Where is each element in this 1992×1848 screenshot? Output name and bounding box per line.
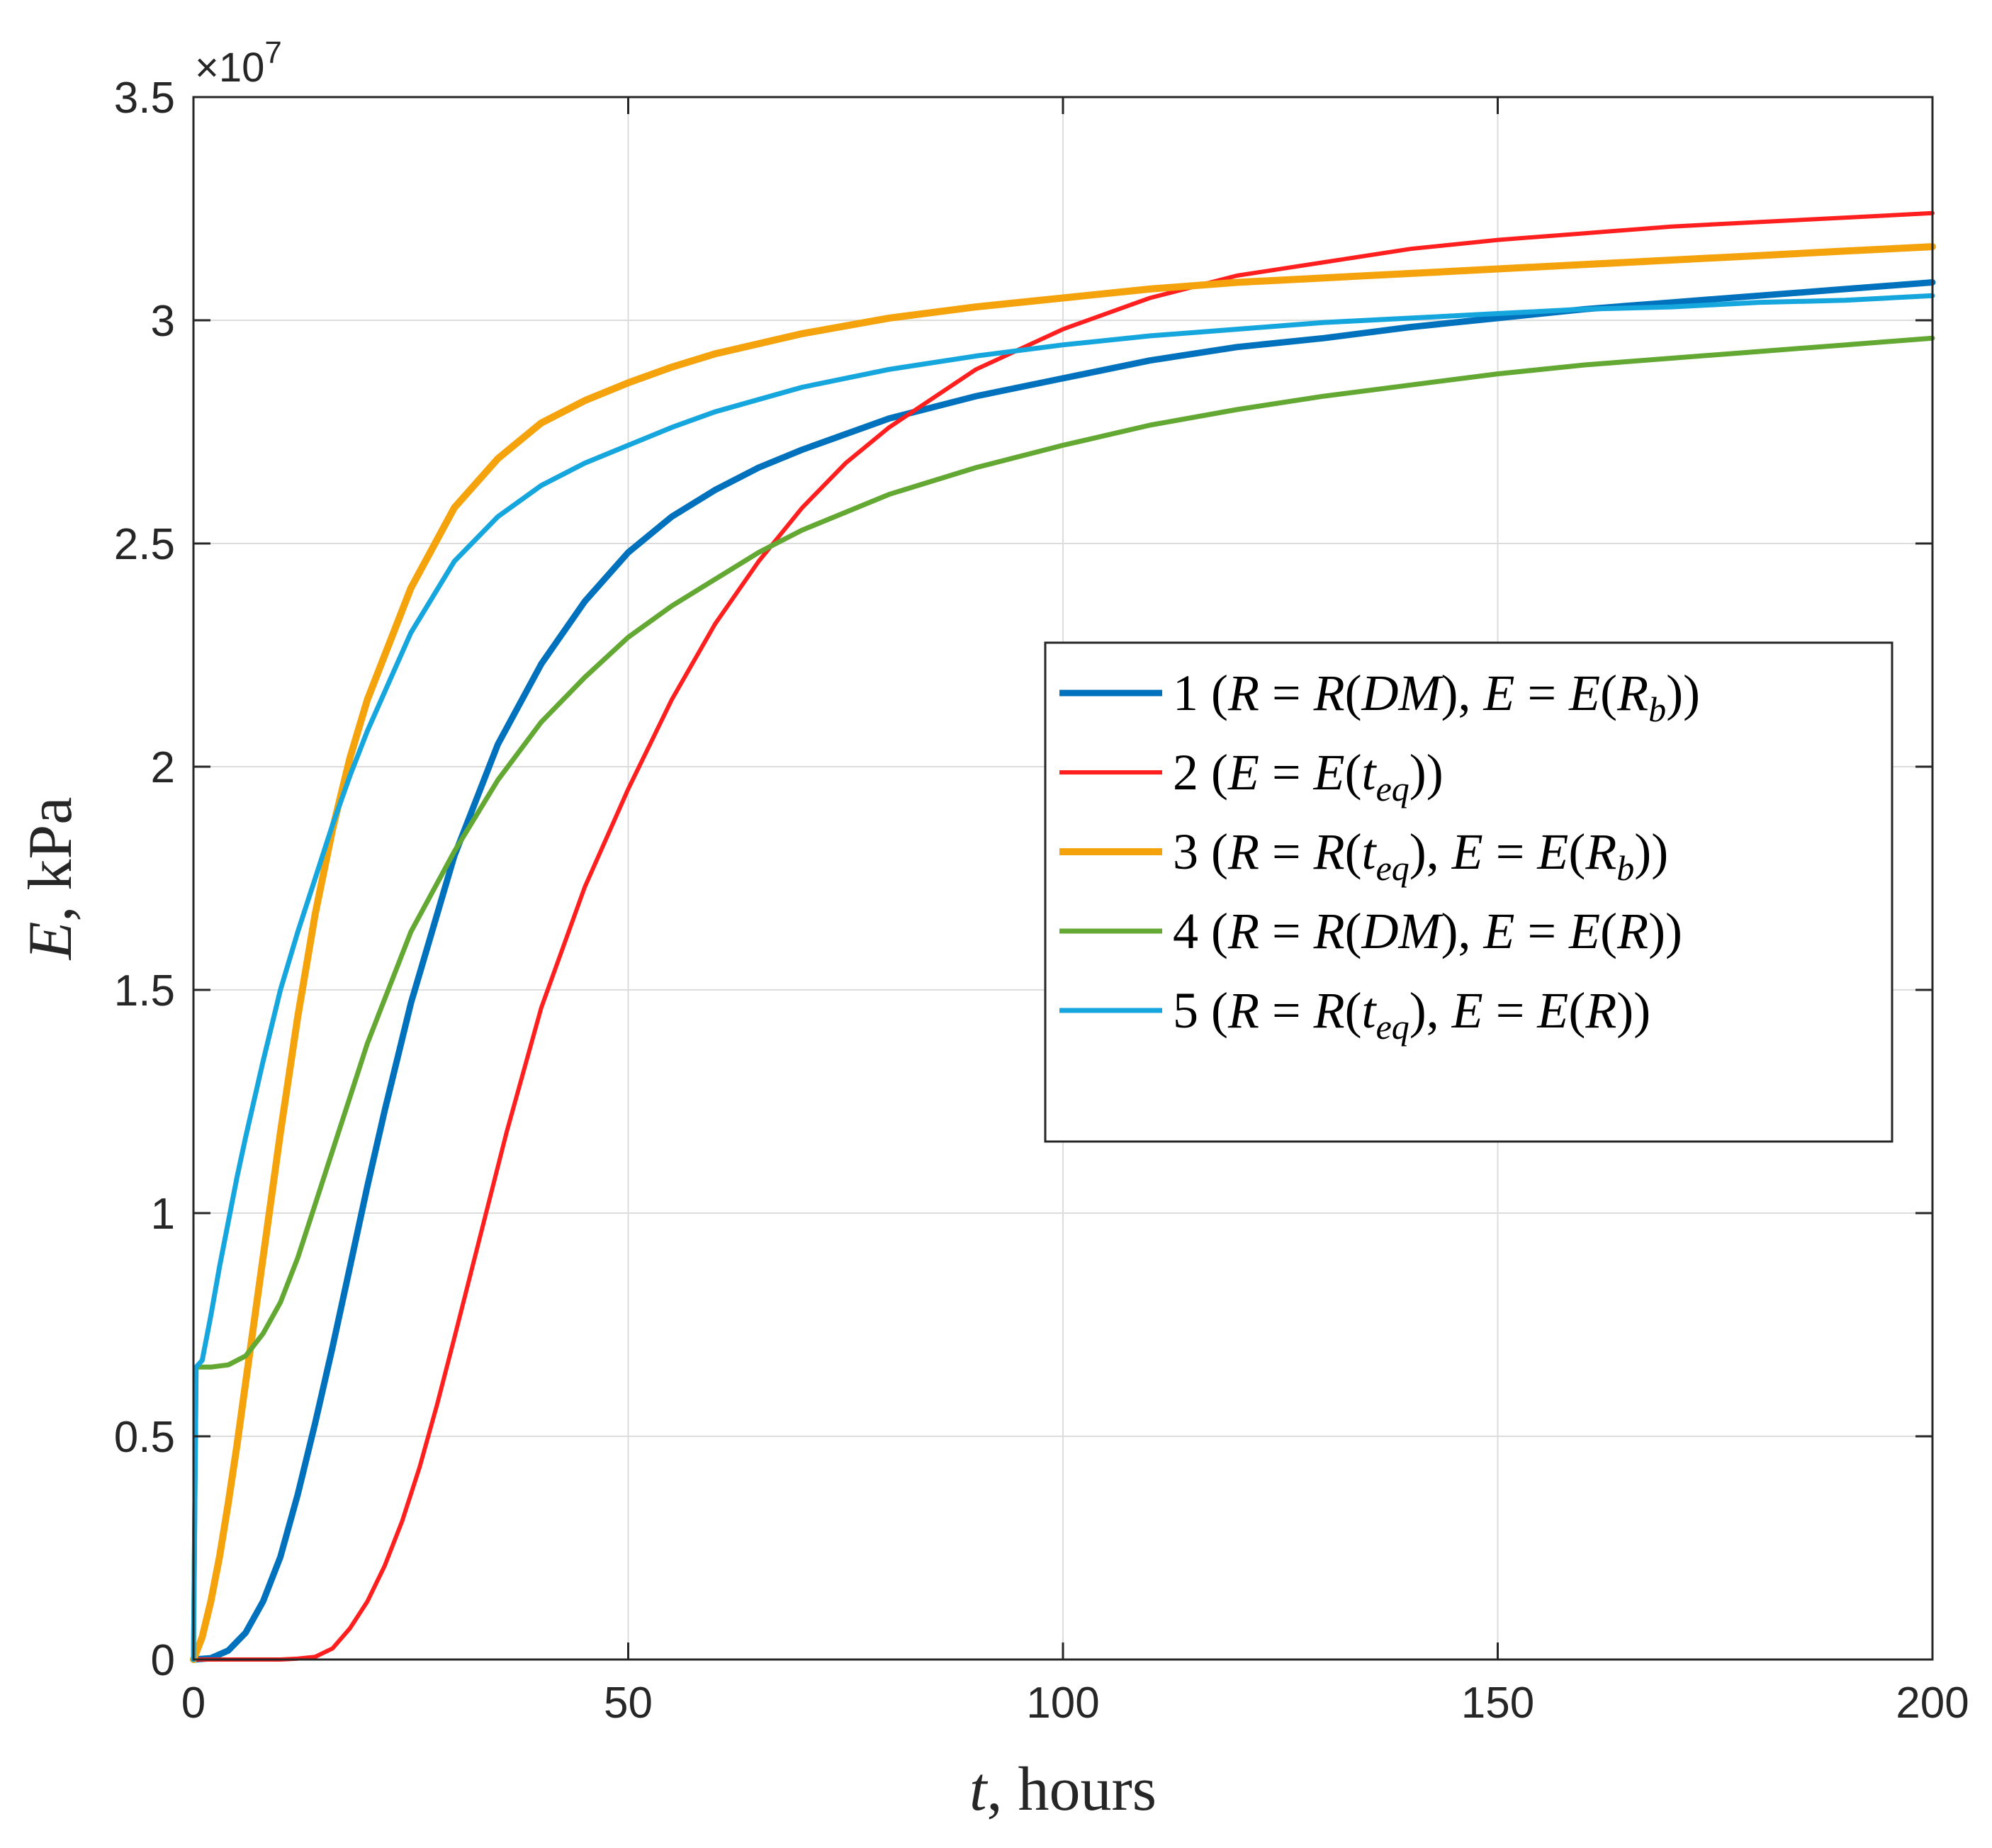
series-4-line [191,335,1935,1662]
legend: 1 (R = R(DM), E = E(Rb)) 2 (E = E(teq)) 3 … [1044,641,1893,1143]
legend-label-5: 5 (R = R(teq), E = E(R)) [1173,982,1650,1047]
y-tick-label: 0.5 [114,1413,175,1462]
y-axis-exponent: ×107 [195,35,282,91]
y-tick-label: 3 [151,297,175,346]
x-tick-labels: 0 50 100 150 200 [181,1679,1969,1728]
y-axis-title: E, kPa [16,797,85,962]
series-5-line [191,293,1935,1662]
y-tick-labels: 0 0.5 1 1.5 2 2.5 3 3.5 [114,74,175,1685]
x-axis-title: t, hours [969,1755,1157,1824]
x-tick-label: 150 [1461,1679,1534,1728]
legend-label-4: 4 (R = R(DM), E = E(R)) [1173,903,1682,959]
series-3-line [190,243,1936,1663]
y-tick-label: 1 [151,1190,175,1239]
x-tick-label: 50 [604,1679,653,1728]
series-1-line [190,279,1936,1663]
legend-label-2: 2 (E = E(teq)) [1173,744,1444,808]
x-tick-label: 100 [1026,1679,1099,1728]
y-tick-label: 2.5 [114,520,175,569]
y-tick-label: 0 [151,1636,175,1685]
legend-box [1044,641,1893,1143]
series-2-line [191,210,1935,1662]
x-tick-label: 0 [181,1679,206,1728]
legend-label-3: 3 (R = R(teq), E = E(Rb)) [1173,823,1668,888]
y-tick-label: 1.5 [114,967,175,1015]
axis-ticks [192,96,1934,1661]
y-tick-label: 2 [151,743,175,792]
y-tick-label: 3.5 [114,74,175,123]
legend-label-1: 1 (R = R(DM), E = E(Rb)) [1173,665,1700,729]
plot-lines [190,210,1936,1663]
x-tick-label: 200 [1896,1679,1969,1728]
